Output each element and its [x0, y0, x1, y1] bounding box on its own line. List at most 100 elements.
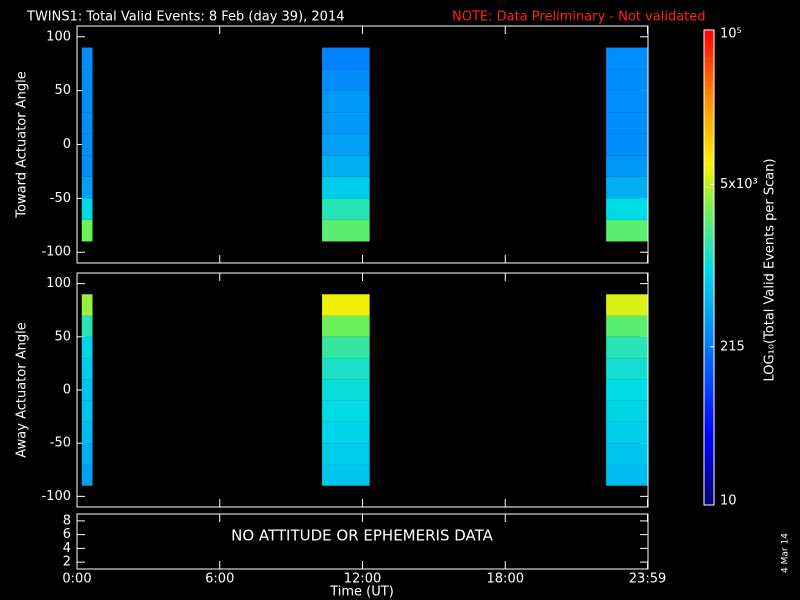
colorbar-segment [704, 406, 714, 411]
colorbar-segment [704, 30, 714, 35]
colorbar-segment [704, 322, 714, 328]
heatmap-cell [606, 112, 648, 134]
heatmap-cell [322, 336, 370, 359]
colorbar-segment [704, 318, 714, 324]
colorbar-segment [704, 263, 714, 269]
colorbar-segment [704, 303, 714, 308]
colorbar-segment [704, 239, 714, 245]
heatmap-cell [606, 219, 648, 242]
heatmap-cell [322, 176, 370, 199]
colorbar-segment [704, 105, 714, 110]
heatmap-cell [81, 198, 93, 220]
colorbar-segment [704, 366, 714, 372]
colorbar-segment [704, 259, 714, 265]
colorbar-segment [704, 358, 714, 364]
heatmap-cell [606, 294, 648, 316]
colorbar-segment [704, 295, 714, 300]
colorbar-segment [704, 291, 714, 296]
x-tick-label: 18:00 [487, 572, 524, 587]
colorbar-segment [704, 275, 714, 280]
colorbar-segment [704, 164, 714, 170]
colorbar-segment [704, 73, 714, 79]
colorbar-segment [704, 235, 714, 241]
colorbar-segment [704, 457, 714, 463]
colorbar-segment [704, 57, 714, 63]
colorbar-segment [704, 81, 714, 87]
colorbar-segment [704, 125, 714, 130]
colorbar-segment [704, 299, 714, 304]
colorbar-segment [704, 469, 714, 474]
y-tick-label: 50 [54, 329, 71, 344]
colorbar-segment [704, 287, 714, 292]
colorbar-segment [704, 477, 714, 482]
colorbar-segment [704, 489, 714, 494]
heatmap-cell [606, 464, 648, 486]
colorbar-segment [704, 216, 714, 221]
colorbar-segment [704, 121, 714, 126]
colorbar-segment [704, 429, 714, 435]
heatmap-cell [606, 155, 648, 177]
colorbar-segment [704, 140, 714, 146]
heatmap-cell [322, 315, 370, 337]
colorbar-segment [704, 255, 714, 261]
colorbar-segment [704, 97, 714, 102]
colorbar-segment [704, 390, 714, 395]
heatmap-cell [322, 155, 370, 177]
heatmap-cell [606, 133, 648, 156]
heatmap-cell [322, 400, 370, 422]
colorbar-segment [704, 117, 714, 122]
colorbar-segment [704, 425, 714, 431]
colorbar-segment [704, 220, 714, 225]
heatmap-cell [322, 133, 370, 156]
x-tick-label: 12:00 [344, 572, 381, 587]
date-stamp: 4 Mar 14 [781, 533, 791, 573]
colorbar-segment [704, 334, 714, 340]
colorbar-segment [704, 271, 714, 277]
colorbar-segment [704, 176, 714, 182]
colorbar-segment [704, 37, 714, 43]
heatmap-cell [81, 294, 93, 316]
colorbar-segment [704, 394, 714, 399]
colorbar-segment [704, 402, 714, 407]
colorbar-segment [704, 279, 714, 284]
colorbar-segment [704, 338, 714, 344]
colorbar-segment [704, 421, 714, 427]
colorbar-segment [704, 200, 714, 205]
y-tick-label: 0 [63, 137, 71, 152]
colorbar-segment [704, 184, 714, 189]
colorbar-segment [704, 192, 714, 197]
heatmap-cell [322, 379, 370, 401]
colorbar-segment [704, 481, 714, 486]
y-tick-label: 2 [63, 555, 71, 570]
chart-title: TWINS1: Total Valid Events: 8 Feb (day 3… [26, 10, 345, 25]
heatmap-cell [81, 219, 93, 242]
heatmap-cell [606, 358, 648, 380]
y-tick-label: 0 [63, 383, 71, 398]
heatmap-cell [81, 358, 93, 380]
heatmap-cell [81, 69, 93, 91]
colorbar-segment [704, 53, 714, 59]
colorbar-frame [703, 29, 715, 506]
colorbar-segment [704, 188, 714, 193]
y-tick-label: 8 [63, 513, 71, 528]
colorbar-segment [704, 148, 714, 154]
colorbar-segment [704, 132, 714, 138]
colorbar-segment [704, 128, 714, 134]
colorbar-segment [704, 212, 714, 217]
y-tick-label: 4 [63, 541, 71, 556]
colorbar-segment [704, 497, 714, 502]
heatmap-cell [606, 176, 648, 199]
colorbar-segment [704, 445, 714, 451]
heatmap-cell [81, 112, 93, 134]
colorbar-segment [704, 378, 714, 383]
colorbar-segment [704, 374, 714, 379]
colorbar-segment [704, 267, 714, 273]
colorbar-segment [704, 101, 714, 106]
heatmap-cell [322, 294, 370, 316]
colorbar-segment [704, 243, 714, 249]
y-tick-label: -100 [41, 245, 71, 260]
note: NOTE: Data Preliminary - Not validated [452, 10, 706, 25]
colorbar-label: LOG₁₀(Total Valid Events per Scan) [763, 158, 778, 381]
heatmap-cell [81, 155, 93, 177]
